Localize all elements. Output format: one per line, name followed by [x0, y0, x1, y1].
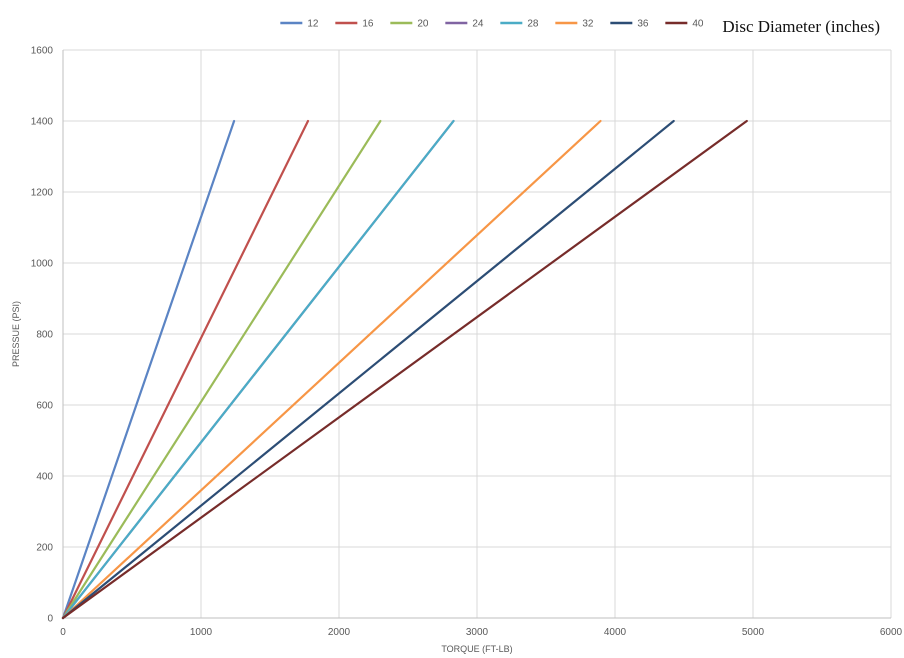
x-tick-label: 1000 — [190, 627, 213, 638]
legend-label: 12 — [307, 19, 319, 30]
legend-item-32: 32 — [555, 19, 594, 30]
legend-label: 36 — [637, 19, 649, 30]
series-line-20 — [61, 119, 382, 620]
legend-item-12: 12 — [280, 19, 319, 30]
legend-item-40: 40 — [665, 19, 704, 30]
x-tick-labels: 0 1000 2000 3000 4000 5000 6000 — [60, 627, 902, 638]
legend-label: 16 — [362, 19, 374, 30]
y-tick-label: 1000 — [31, 259, 54, 270]
y-tick-label: 600 — [36, 401, 53, 412]
legend-label: 24 — [472, 19, 484, 30]
x-tick-label: 0 — [60, 627, 66, 638]
axes — [62, 50, 891, 619]
x-tick-label: 5000 — [742, 627, 765, 638]
series-line-40 — [61, 119, 748, 620]
y-axis-title: PRESSUE (PSI) — [11, 301, 21, 367]
y-tick-label: 1200 — [31, 188, 54, 199]
legend-label: 28 — [527, 19, 539, 30]
y-tick-label: 1400 — [31, 117, 54, 128]
series-line-16 — [61, 119, 310, 620]
gridlines — [63, 49, 892, 618]
legend: 40 36 32 28 24 20 16 12 — [280, 19, 704, 30]
x-tick-label: 6000 — [880, 627, 903, 638]
legend-item-36: 36 — [610, 19, 649, 30]
x-tick-label: 3000 — [466, 627, 489, 638]
legend-title: Disc Diameter (inches) — [722, 17, 880, 36]
legend-label: 20 — [417, 19, 429, 30]
y-tick-label: 400 — [36, 472, 53, 483]
x-axis-title: TORQUE (FT-LB) — [441, 644, 512, 654]
y-tick-label: 800 — [36, 330, 53, 341]
legend-item-20: 20 — [390, 19, 429, 30]
series-line-36 — [61, 119, 675, 620]
series-line-28 — [61, 119, 455, 620]
series-line-12 — [61, 119, 236, 620]
y-tick-label: 200 — [36, 543, 53, 554]
legend-label: 32 — [582, 19, 594, 30]
series-line-32 — [61, 119, 602, 620]
legend-label: 40 — [692, 19, 704, 30]
legend-item-28: 28 — [500, 19, 539, 30]
x-tick-label: 2000 — [328, 627, 351, 638]
legend-item-24: 24 — [445, 19, 484, 30]
y-tick-label: 1600 — [31, 46, 54, 57]
x-tick-label: 4000 — [604, 627, 627, 638]
y-tick-labels: 0 200 400 600 800 1000 1200 1400 1600 — [31, 46, 54, 625]
legend-item-16: 16 — [335, 19, 374, 30]
series-lines — [61, 119, 748, 620]
y-tick-label: 0 — [47, 614, 53, 625]
